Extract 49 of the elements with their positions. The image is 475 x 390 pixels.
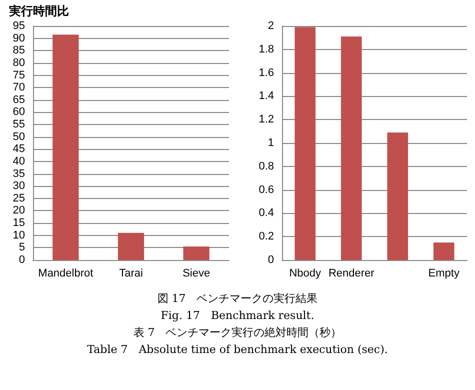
caption: Table 7 Absolute time of benchmark execution (sec). bbox=[86, 342, 389, 358]
y-tick-label: 85 bbox=[12, 44, 25, 57]
bar bbox=[294, 27, 316, 260]
x-tick-label: Mandelbrot bbox=[38, 268, 94, 280]
y-tick-label: 35 bbox=[12, 168, 25, 180]
y-tick-label: 10 bbox=[12, 229, 25, 242]
y-tick-label: 90 bbox=[12, 32, 25, 44]
y-tick-label: 50 bbox=[12, 130, 25, 143]
chart-title: 実行時間比 bbox=[8, 4, 69, 18]
y-tick-label: 75 bbox=[12, 69, 25, 82]
caption: 図 17 ベンチマークの実行結果 bbox=[156, 291, 319, 307]
x-tick-label: Sieve bbox=[182, 268, 210, 280]
y-tick-label: 5 bbox=[18, 242, 25, 254]
text: 表 7 ベンチマーク実行の絶対時間（秒） bbox=[132, 325, 343, 341]
y-tick-label: 1.4 bbox=[258, 90, 274, 102]
y-tick-label: 60 bbox=[12, 106, 25, 118]
y-tick-label: 55 bbox=[12, 118, 25, 131]
y-tick-label: 1.6 bbox=[258, 66, 274, 79]
bar bbox=[52, 34, 79, 260]
caption: Fig. 17 Benchmark result. bbox=[160, 308, 316, 324]
y-tick-label: 1.8 bbox=[258, 43, 274, 56]
y-tick-label: 40 bbox=[12, 155, 25, 168]
y-tick-label: 65 bbox=[12, 94, 25, 106]
y-tick-label: 20 bbox=[12, 204, 25, 217]
x-tick-label: Renderer bbox=[328, 268, 375, 280]
y-tick-label: 0 bbox=[268, 254, 274, 266]
y-tick-label: 80 bbox=[12, 56, 25, 69]
y-tick-label: 0.2 bbox=[258, 230, 274, 243]
x-tick-label: Empty bbox=[428, 268, 460, 280]
bar bbox=[433, 242, 454, 260]
y-tick-label: 0.6 bbox=[258, 184, 274, 196]
y-tick-label: 15 bbox=[12, 217, 25, 230]
x-tick-label: Nbody bbox=[289, 268, 322, 280]
y-tick-label: 45 bbox=[12, 143, 25, 156]
y-tick-label: 95 bbox=[12, 20, 25, 32]
y-tick-label: 0 bbox=[18, 254, 25, 266]
y-tick-label: 1 bbox=[268, 137, 274, 149]
x-tick-label: Tarai bbox=[119, 268, 143, 280]
y-tick-label: 70 bbox=[12, 82, 25, 94]
y-tick-label: 0.8 bbox=[258, 160, 274, 172]
bar bbox=[387, 132, 408, 260]
y-tick-label: 30 bbox=[12, 180, 25, 192]
bar bbox=[118, 232, 144, 260]
y-tick-label: 2 bbox=[268, 20, 274, 32]
bar bbox=[183, 246, 210, 260]
y-tick-label: 25 bbox=[12, 192, 25, 204]
bar bbox=[340, 36, 362, 260]
y-tick-label: 1.2 bbox=[258, 114, 274, 126]
y-tick-label: 0.4 bbox=[258, 207, 274, 220]
